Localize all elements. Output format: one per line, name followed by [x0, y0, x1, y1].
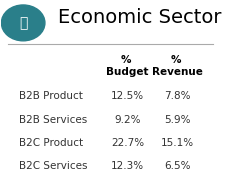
- Text: 6.5%: 6.5%: [164, 161, 191, 171]
- Text: 12.5%: 12.5%: [111, 91, 144, 101]
- Text: B2C Product: B2C Product: [19, 138, 83, 148]
- Text: B2C Services: B2C Services: [19, 161, 87, 171]
- Text: 12.3%: 12.3%: [111, 161, 144, 171]
- Text: % 
Budget: % Budget: [106, 55, 149, 77]
- Text: 7.8%: 7.8%: [164, 91, 191, 101]
- Text: B2B Product: B2B Product: [19, 91, 83, 101]
- Text: 🏛: 🏛: [19, 16, 27, 30]
- Text: % 
Revenue: % Revenue: [152, 55, 203, 77]
- Text: 22.7%: 22.7%: [111, 138, 144, 148]
- Text: Economic Sector: Economic Sector: [58, 8, 222, 27]
- Text: 5.9%: 5.9%: [164, 115, 191, 125]
- Text: B2B Services: B2B Services: [19, 115, 87, 125]
- Circle shape: [1, 5, 45, 41]
- Text: 9.2%: 9.2%: [114, 115, 141, 125]
- Text: 15.1%: 15.1%: [161, 138, 194, 148]
